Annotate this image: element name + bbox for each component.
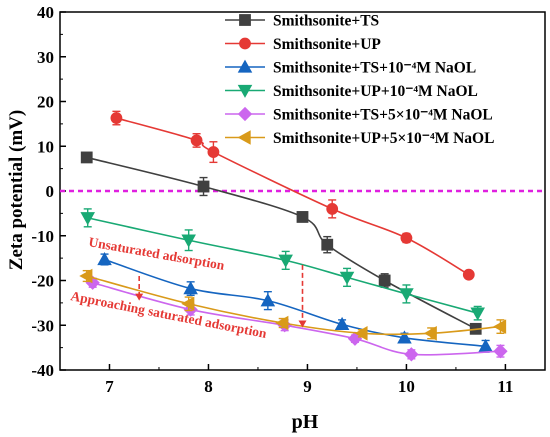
legend-entry-6: Smithsonite+UP+5×10⁻⁴M NaOL: [225, 130, 494, 147]
data-point: [462, 268, 475, 281]
data-point: [493, 319, 507, 334]
legend: Smithsonite+TS Smithsonite+UP Smithsonite+…: [225, 13, 494, 147]
data-point: [321, 238, 334, 251]
legend-entry-1: Smithsonite+TS: [225, 13, 379, 30]
data-point: [97, 252, 112, 266]
legend-label: Smithsonite+UP: [273, 36, 381, 53]
data-point: [493, 344, 508, 359]
y-tick-label: 40: [37, 3, 54, 22]
data-point: [278, 254, 293, 268]
y-tick-label: -20: [31, 272, 54, 291]
y-tick-label: -40: [31, 361, 54, 380]
series-4: [80, 208, 485, 321]
x-tick-label: 11: [497, 377, 513, 396]
annotation-arrow-head: [298, 320, 307, 328]
legend-marker: [237, 59, 253, 73]
annotation-arrow-head: [135, 293, 144, 301]
data-point: [378, 274, 391, 287]
data-point: [181, 296, 195, 312]
legend-marker: [239, 14, 251, 26]
y-tick-label: -30: [31, 316, 54, 335]
legend-marker: [237, 106, 253, 122]
series-2: [110, 110, 475, 281]
y-tick-label: 10: [37, 137, 54, 156]
data-point: [183, 302, 198, 317]
legend-label: Smithsonite+TS: [273, 13, 379, 30]
data-point: [183, 281, 198, 295]
x-axis-title: pH: [292, 411, 319, 433]
data-point: [397, 330, 412, 344]
legend-marker: [239, 37, 251, 50]
legend-label: Smithsonite+TS+5×10⁻⁴M NaOL: [273, 107, 493, 124]
series-6: [79, 268, 507, 341]
legend-label: Smithsonite+UP+5×10⁻⁴M NaOL: [273, 130, 494, 147]
data-point: [190, 134, 203, 147]
legend-entry-4: Smithsonite+UP+10⁻⁴M NaOL: [225, 83, 478, 100]
data-point: [275, 315, 289, 331]
legend-entry-5: Smithsonite+TS+5×10⁻⁴M NaOL: [225, 107, 493, 124]
y-tick-label: 20: [37, 93, 54, 112]
data-point: [207, 146, 220, 158]
data-point: [400, 232, 413, 244]
x-tick-label: 7: [105, 377, 114, 396]
data-point: [326, 202, 339, 215]
axes-layer: -40 -30 -20 -10 0 10 20 30 40 7 8 9 10 11: [31, 3, 546, 396]
data-point: [339, 271, 355, 285]
x-tick-label: 8: [204, 377, 213, 396]
legend-entry-3: Smithsonite+TS+10⁻⁴M NaOL: [225, 60, 476, 77]
legend-marker: [237, 84, 253, 98]
y-axis-title: Zeta potential (mV): [6, 110, 27, 270]
y-tick-label: -10: [31, 227, 54, 246]
y-tick-label: 30: [37, 48, 54, 67]
series-layer: [79, 110, 508, 362]
legend-marker: [237, 130, 251, 145]
x-tick-label: 9: [303, 377, 312, 396]
data-point: [334, 316, 350, 331]
data-point: [404, 347, 419, 362]
legend-label: Smithsonite+UP+10⁻⁴M NaOL: [273, 83, 478, 100]
x-tick-label: 10: [398, 377, 415, 396]
data-point: [181, 234, 196, 248]
data-point: [80, 151, 93, 164]
legend-label: Smithsonite+TS+10⁻⁴M NaOL: [273, 60, 476, 77]
data-point: [79, 268, 93, 284]
data-point: [423, 326, 437, 341]
data-point: [80, 212, 95, 226]
data-point: [399, 288, 414, 302]
data-point: [110, 112, 123, 124]
data-point: [470, 307, 485, 321]
series-5: [85, 275, 508, 362]
series-3: [97, 252, 493, 353]
legend-entry-2: Smithsonite+UP: [225, 36, 381, 53]
data-point: [296, 211, 309, 223]
data-point: [197, 180, 210, 193]
data-point: [260, 293, 276, 307]
y-tick-label: 0: [46, 182, 55, 201]
series-line: [104, 258, 486, 348]
data-point: [354, 326, 368, 341]
series-line: [92, 281, 501, 356]
series-line: [87, 217, 478, 314]
